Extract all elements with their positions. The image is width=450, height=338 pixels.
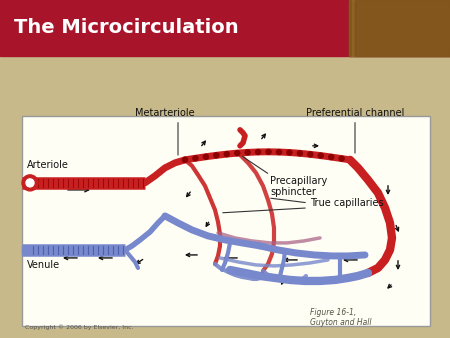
Text: Venule: Venule <box>27 260 60 270</box>
Circle shape <box>235 151 240 155</box>
Circle shape <box>266 149 271 154</box>
Circle shape <box>287 150 292 155</box>
Text: Copyright © 2006 by Elsevier, Inc.: Copyright © 2006 by Elsevier, Inc. <box>25 324 134 330</box>
Circle shape <box>297 151 302 156</box>
Bar <box>22 116 430 326</box>
Circle shape <box>328 154 334 160</box>
Text: True capillaries: True capillaries <box>310 198 383 208</box>
Text: Preferential channel: Preferential channel <box>306 108 404 118</box>
Circle shape <box>22 175 38 191</box>
Circle shape <box>224 152 229 156</box>
Circle shape <box>214 153 219 158</box>
Circle shape <box>276 149 282 154</box>
Circle shape <box>308 152 313 157</box>
Circle shape <box>203 154 208 159</box>
Text: Precapillary
sphincter: Precapillary sphincter <box>270 176 327 197</box>
Circle shape <box>245 150 250 155</box>
Circle shape <box>193 156 198 161</box>
Circle shape <box>318 153 323 158</box>
Circle shape <box>26 179 34 187</box>
Text: Arteriole: Arteriole <box>27 160 69 170</box>
Text: Figure 16-1,
Guyton and Hall: Figure 16-1, Guyton and Hall <box>310 308 372 328</box>
Bar <box>22 246 30 254</box>
Circle shape <box>256 149 261 154</box>
Circle shape <box>339 156 344 161</box>
Circle shape <box>183 158 188 162</box>
Text: Metarteriole: Metarteriole <box>135 108 195 118</box>
Text: The Microcirculation: The Microcirculation <box>14 18 238 37</box>
